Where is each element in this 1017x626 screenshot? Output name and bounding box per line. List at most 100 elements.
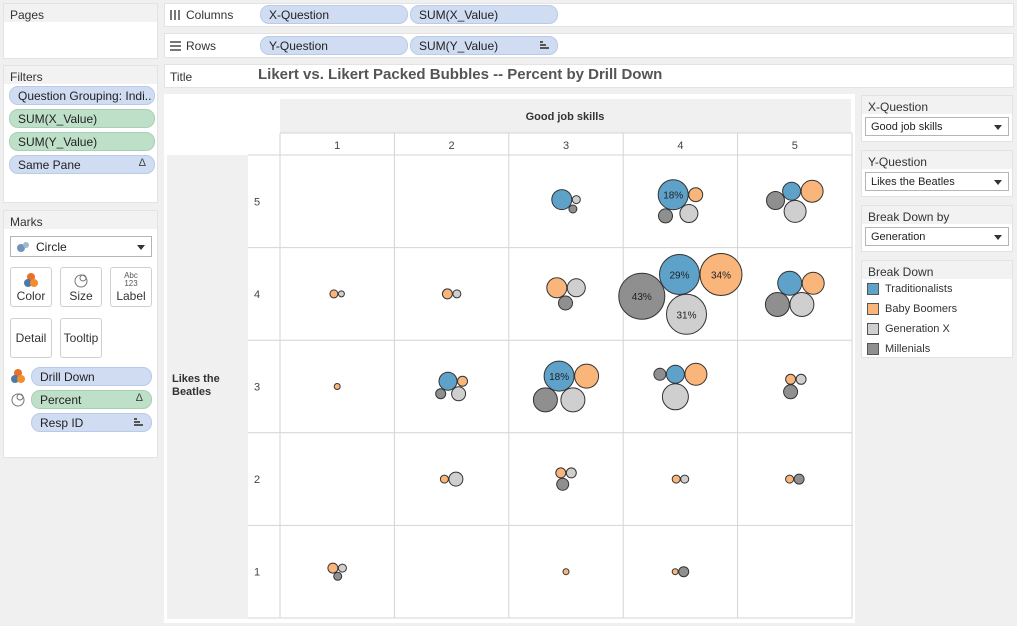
column-label: 3 [563,140,569,152]
filter-pill-question-grouping[interactable]: Question Grouping: Indi.. [9,86,155,105]
x-question-card: X-Question Good job skills [861,95,1013,142]
rows-pill-y-question[interactable]: Y-Question [260,36,408,55]
bubble-baby-boomers [457,375,468,387]
marks-field-resp-id[interactable]: Resp ID [31,413,152,432]
bubble-baby-boomers [671,568,679,576]
bubble-generation-x [789,292,815,317]
label-button[interactable]: Abc 123 Label [110,267,152,307]
bubble-baby-boomers [801,271,825,295]
marks-field-percent[interactable]: Percent Δ [31,390,152,409]
columns-pill-label: X-Question [269,7,330,22]
legend-item-millenials[interactable]: Millenials [867,343,930,355]
bubble-millenials [556,477,570,491]
color-icon [11,369,25,383]
chevron-down-icon [994,125,1002,130]
bubble-millenials [764,292,790,317]
bubble-generation-x [795,373,807,385]
tooltip-button[interactable]: Tooltip [60,318,102,358]
bubble-generation-x [451,386,467,402]
marks-field-label: Percent [40,392,82,407]
color-button[interactable]: Color [10,267,52,307]
bubble-baby-boomers [555,467,567,479]
columns-shelf-label: Columns [170,8,233,22]
mark-type-dropdown[interactable]: Circle [10,236,152,257]
bubble-label: 43% [632,292,652,303]
column-header-title: Good job skills [526,111,605,123]
columns-pill-x-question[interactable]: X-Question [260,5,408,24]
break-down-by-dropdown[interactable]: Generation [865,227,1009,246]
bubble-millenials [766,191,785,210]
marks-field-label: Resp ID [40,415,84,430]
bubble-label: 18% [549,372,569,383]
bubble-millenials [618,272,666,320]
color-icon [24,273,38,287]
filter-pill-label: Same Pane [18,157,81,172]
break-down-by-value: Generation [871,230,926,243]
detail-button[interactable]: Detail [10,318,52,358]
legend-card: Break Down Traditionalists Baby Boomers … [861,260,1013,358]
legend-swatch [867,283,879,295]
bubble-millenials [435,388,447,400]
rows-pill-label: SUM(Y_Value) [419,38,499,53]
bubble-label: 34% [711,271,731,282]
break-down-by-card: Break Down by Generation [861,205,1013,252]
filter-pill-sum-x-value[interactable]: SUM(X_Value) [9,109,155,128]
size-icon [74,274,88,288]
pages-title: Pages [4,4,157,22]
column-label: 5 [792,140,798,152]
marks-card: Marks Circle Color Size Abc 123 Label De… [3,210,158,458]
filters-card: Filters Question Grouping: Indi.. SUM(X_… [3,65,158,203]
legend-item-traditionalists[interactable]: Traditionalists [867,283,952,295]
filters-title: Filters [4,66,157,84]
sort-icon [134,418,143,426]
legend-swatch [867,303,879,315]
marks-field-drill-down[interactable]: Drill Down [31,367,152,386]
bubble-generation-x [565,467,577,479]
legend-item-baby-boomers[interactable]: Baby Boomers [867,303,957,315]
color-button-label: Color [16,289,46,303]
filter-pill-label: Question Grouping: Indi.. [18,88,152,103]
row-label: 2 [254,474,260,486]
pages-card: Pages [3,3,158,59]
rows-pill-sum-y-value[interactable]: SUM(Y_Value) [410,36,558,55]
columns-icon [170,10,180,20]
bubble-matrix: Good job skills 1 2 3 4 5 5 4 3 2 1 18% 29% 34% 31%… [167,99,853,619]
bubble-generation-x [337,290,345,298]
bubble-millenials [783,384,799,400]
rows-shelf-label: Rows [170,39,216,53]
bubble-baby-boomers [562,568,570,576]
bubble-traditionalists [543,360,575,392]
chevron-down-icon [994,235,1002,240]
bubble-millenials [558,295,573,311]
size-button[interactable]: Size [60,267,102,307]
title-label: Title [170,70,193,84]
size-button-label: Size [69,289,93,303]
mark-type-value: Circle [36,239,67,254]
legend-item-generation-x[interactable]: Generation X [867,323,950,335]
bubble-millenials [532,387,558,413]
legend-swatch [867,323,879,335]
detail-button-label: Detail [15,331,47,345]
y-question-dropdown[interactable]: Likes the Beatles [865,172,1009,191]
bubble-baby-boomers [688,187,704,203]
bubble-millenials [658,208,673,224]
bubble-millenials [653,367,667,381]
marks-title: Marks [4,211,157,229]
legend-label: Generation X [885,323,950,335]
chevron-down-icon [994,180,1002,185]
bubble-generation-x [661,383,689,411]
x-question-title: X-Question [862,96,1012,114]
bubble-generation-x [452,289,462,299]
filter-pill-sum-y-value[interactable]: SUM(Y_Value) [9,132,155,151]
bubble-traditionalists [777,270,803,296]
bubble-traditionalists [782,181,802,201]
break-down-by-title: Break Down by [862,206,1012,224]
columns-pill-sum-x-value[interactable]: SUM(X_Value) [410,5,558,24]
filter-pill-same-pane[interactable]: Same Pane Δ [9,155,155,174]
x-question-dropdown[interactable]: Good job skills [865,117,1009,136]
tooltip-button-label: Tooltip [63,331,99,345]
legend-label: Baby Boomers [885,303,958,315]
row-label: 1 [254,567,260,579]
bubble-baby-boomers [546,277,568,299]
column-label: 2 [449,140,455,152]
